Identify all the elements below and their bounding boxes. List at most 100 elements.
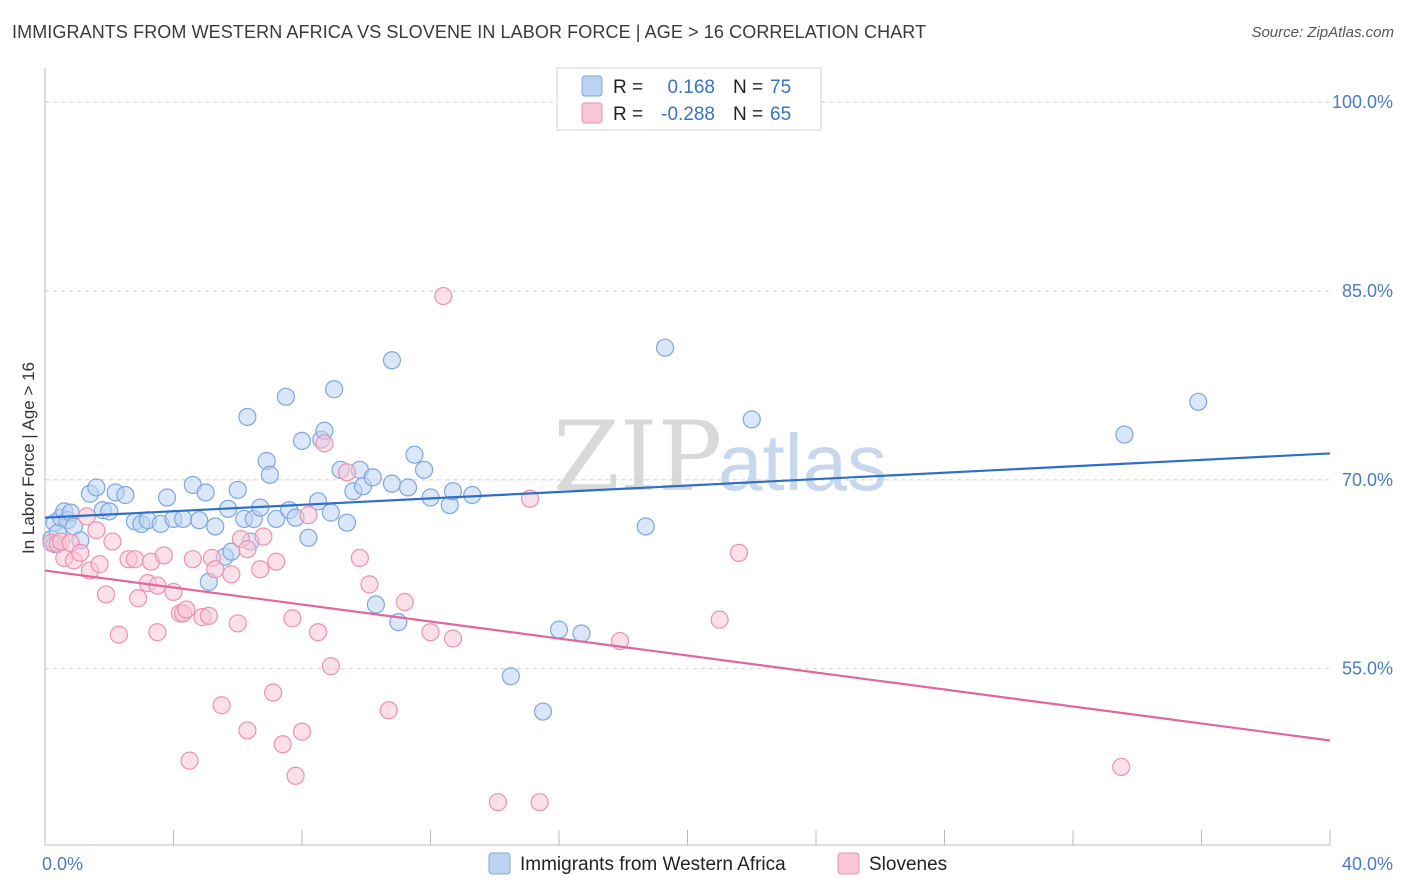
data-point-slovenes: [421, 623, 440, 642]
source-label: Source: ZipAtlas.com: [1251, 24, 1394, 41]
data-point-western-africa: [206, 517, 225, 536]
legend-swatch-blue: [581, 75, 603, 97]
data-point-slovenes: [183, 550, 202, 569]
data-point-slovenes: [360, 575, 379, 594]
y-tick-label: 55.0%: [1342, 659, 1393, 679]
data-point-slovenes: [154, 546, 173, 565]
data-point-slovenes: [206, 560, 225, 579]
data-point-western-africa: [190, 511, 209, 530]
data-point-slovenes: [87, 521, 106, 540]
data-point-western-africa: [337, 513, 357, 532]
data-point-slovenes: [530, 793, 549, 812]
data-point-western-africa: [405, 445, 424, 464]
data-point-western-africa: [157, 488, 177, 507]
trend-lines: [44, 452, 1331, 742]
data-point-western-africa: [549, 620, 569, 639]
trend-line-western-africa: [44, 452, 1331, 519]
data-point-western-africa: [1115, 425, 1134, 444]
axes: [44, 68, 1331, 846]
data-point-slovenes: [488, 793, 508, 812]
legend-n-label-2: N =: [733, 104, 763, 125]
data-point-slovenes: [286, 766, 305, 785]
data-point-western-africa: [276, 387, 296, 406]
watermark: ZIP atlas: [553, 401, 887, 513]
data-point-slovenes: [395, 592, 414, 612]
data-point-slovenes: [228, 614, 247, 633]
data-point-slovenes: [1112, 757, 1131, 777]
data-point-western-africa: [443, 482, 463, 501]
data-point-slovenes: [254, 527, 273, 546]
legend-n-label-1: N =: [733, 77, 763, 98]
data-point-slovenes: [729, 543, 749, 563]
watermark-atlas: atlas: [718, 418, 887, 507]
data-point-western-africa: [742, 410, 761, 429]
legend-r-label-2: R =: [613, 104, 643, 125]
data-point-slovenes: [238, 721, 257, 740]
data-point-slovenes: [71, 543, 90, 563]
data-point-slovenes: [315, 434, 334, 453]
data-point-slovenes: [238, 540, 257, 559]
data-point-slovenes: [267, 552, 286, 571]
data-point-slovenes: [710, 610, 729, 629]
gridlines: [45, 101, 1330, 670]
data-point-western-africa: [196, 483, 215, 502]
data-point-western-africa: [363, 468, 382, 487]
data-point-slovenes: [337, 463, 357, 482]
data-point-slovenes: [109, 625, 128, 644]
data-point-western-africa: [414, 460, 434, 479]
data-point-western-africa: [238, 407, 257, 427]
data-point-slovenes: [443, 629, 463, 648]
bottom-legend-swatch-pink: [837, 852, 860, 875]
y-tick-labels: 55.0% 70.0% 85.0% 100.0%: [1332, 92, 1393, 679]
x-tick-label: 0.0%: [42, 854, 83, 874]
data-point-western-africa: [655, 338, 675, 357]
series-slovenes-points: [42, 286, 1131, 812]
legend: R = 0.168 N = 75 R = -0.288 N = 65: [556, 67, 822, 131]
data-point-slovenes: [283, 609, 302, 628]
legend-r-value-1: 0.168: [667, 77, 715, 98]
data-point-slovenes: [96, 585, 116, 604]
data-point-slovenes: [273, 735, 292, 754]
legend-r-value-2: -0.288: [661, 104, 715, 125]
data-point-western-africa: [533, 702, 553, 721]
data-point-slovenes: [379, 701, 398, 720]
data-point-slovenes: [222, 565, 241, 584]
data-point-slovenes: [103, 532, 122, 551]
data-point-slovenes: [350, 548, 369, 568]
data-point-slovenes: [148, 623, 167, 642]
data-point-western-africa: [228, 480, 247, 500]
data-point-western-africa: [260, 465, 279, 484]
data-point-slovenes: [90, 555, 109, 574]
legend-n-value-2: 65: [770, 104, 791, 125]
data-point-slovenes: [180, 751, 199, 770]
data-point-western-africa: [501, 667, 520, 686]
data-point-slovenes: [299, 506, 318, 525]
data-point-western-africa: [1189, 392, 1208, 411]
x-tick-labels: 0.0% 40.0%: [42, 854, 1393, 874]
data-point-western-africa: [87, 478, 106, 497]
bottom-legend-label-2: Slovenes: [869, 854, 947, 875]
data-point-slovenes: [308, 623, 328, 642]
data-point-slovenes: [125, 550, 145, 569]
data-point-western-africa: [382, 351, 402, 370]
data-point-western-africa: [308, 492, 328, 511]
data-point-slovenes: [199, 606, 218, 625]
data-point-western-africa: [116, 485, 135, 505]
data-point-slovenes: [251, 560, 270, 579]
y-tick-label: 100.0%: [1332, 92, 1393, 112]
data-point-western-africa: [100, 502, 119, 521]
legend-n-value-1: 75: [770, 77, 791, 98]
data-point-western-africa: [292, 431, 312, 450]
data-point-western-africa: [636, 517, 655, 536]
data-point-slovenes: [129, 589, 148, 608]
data-point-western-africa: [267, 509, 286, 529]
watermark-zip: ZIP: [553, 401, 722, 513]
legend-r-label-1: R =: [613, 77, 643, 98]
x-tick-label: 40.0%: [1342, 854, 1393, 874]
data-point-western-africa: [366, 595, 385, 614]
data-point-western-africa: [325, 380, 344, 399]
data-point-western-africa: [572, 624, 591, 643]
legend-swatch-pink: [581, 102, 603, 124]
bottom-legend-swatch-blue: [488, 852, 511, 875]
data-point-western-africa: [321, 503, 341, 522]
